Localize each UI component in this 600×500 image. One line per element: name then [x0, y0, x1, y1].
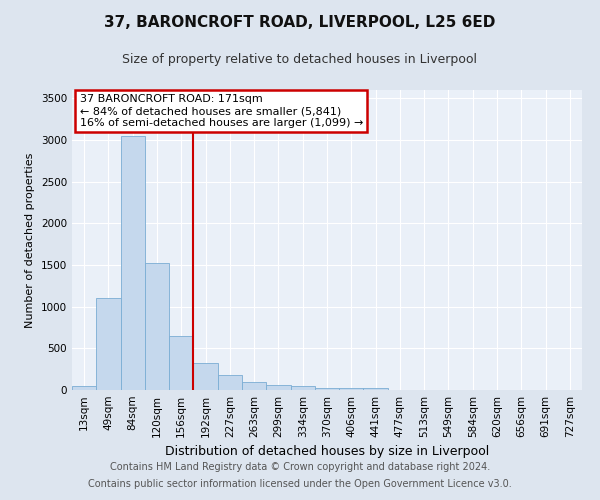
- Bar: [96, 298, 121, 390]
- Text: Contains HM Land Registry data © Crown copyright and database right 2024.: Contains HM Land Registry data © Crown c…: [110, 462, 490, 472]
- X-axis label: Distribution of detached houses by size in Liverpool: Distribution of detached houses by size …: [165, 446, 489, 458]
- Bar: [242, 382, 266, 390]
- Bar: [339, 388, 364, 390]
- Text: Contains public sector information licensed under the Open Government Licence v3: Contains public sector information licen…: [88, 479, 512, 489]
- Text: 37, BARONCROFT ROAD, LIVERPOOL, L25 6ED: 37, BARONCROFT ROAD, LIVERPOOL, L25 6ED: [104, 15, 496, 30]
- Bar: [218, 376, 242, 390]
- Text: Size of property relative to detached houses in Liverpool: Size of property relative to detached ho…: [122, 52, 478, 66]
- Bar: [145, 264, 169, 390]
- Bar: [290, 386, 315, 390]
- Y-axis label: Number of detached properties: Number of detached properties: [25, 152, 35, 328]
- Bar: [169, 336, 193, 390]
- Bar: [193, 362, 218, 390]
- Bar: [72, 386, 96, 390]
- Bar: [315, 388, 339, 390]
- Text: 37 BARONCROFT ROAD: 171sqm
← 84% of detached houses are smaller (5,841)
16% of s: 37 BARONCROFT ROAD: 171sqm ← 84% of deta…: [80, 94, 363, 128]
- Bar: [364, 388, 388, 390]
- Bar: [121, 136, 145, 390]
- Bar: [266, 384, 290, 390]
